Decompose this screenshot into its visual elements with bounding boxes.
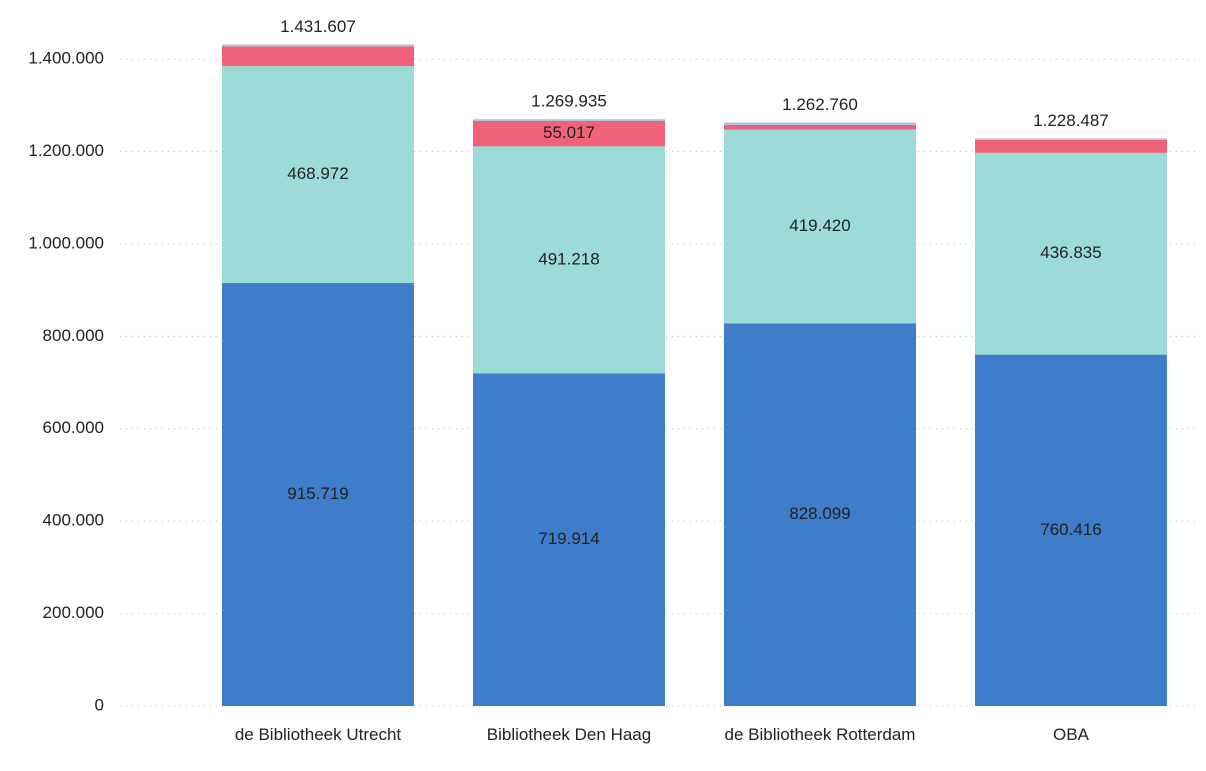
y-tick-label: 0 [95,695,104,714]
total-label: 1.269.935 [531,92,607,111]
bar-segment [222,282,414,706]
y-tick-label: 1.200.000 [28,141,104,160]
bar-segment [222,66,414,283]
bar-segment [473,120,665,147]
y-tick-label: 1.000.000 [28,233,104,252]
y-tick-label: 600.000 [43,418,104,437]
bar-segment [724,122,916,125]
bar-segment [975,152,1167,355]
data-label: 719.914 [538,529,599,548]
data-label: 419.420 [789,216,850,235]
data-label: 760.416 [1040,520,1101,539]
bar-segment [724,129,916,324]
bar-segment [724,323,916,706]
bar-segment [473,119,665,121]
bar-segment [473,373,665,706]
x-tick-label: Bibliotheek Den Haag [486,725,652,744]
bar-segment [724,124,916,130]
data-label: 436.835 [1040,243,1101,262]
bar-segment [975,139,1167,153]
bar-segment [222,46,414,67]
x-tick-label: OBA [1053,725,1089,744]
data-label: 828.099 [789,504,850,523]
y-tick-label: 200.000 [43,603,104,622]
data-label: 915.719 [287,484,348,503]
data-label: 468.972 [287,164,348,183]
data-label: 491.218 [538,249,599,268]
x-tick-label: de Bibliotheek Utrecht [234,725,402,744]
data-label: 55.017 [543,123,595,142]
x-tick-label: de Bibliotheek Rotterdam [724,725,916,744]
bar-segment [975,138,1167,140]
total-label: 1.431.607 [280,17,356,36]
bar-segment [222,44,414,47]
y-tick-label: 800.000 [43,326,104,345]
y-tick-label: 1.400.000 [28,49,104,68]
total-label: 1.262.760 [782,95,858,114]
total-label: 1.228.487 [1033,111,1109,130]
bar-segment [473,146,665,374]
bar-segment [975,354,1167,706]
y-tick-label: 400.000 [43,511,104,530]
